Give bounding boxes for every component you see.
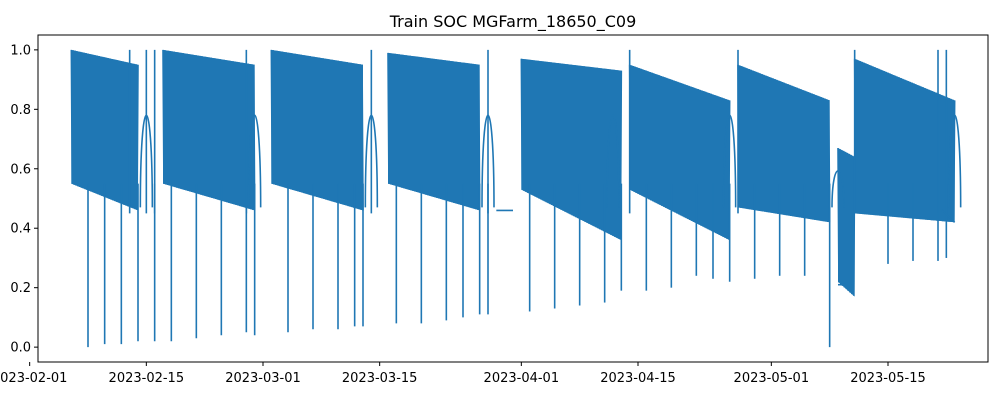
x-tick-label-6: 2023-05-01 [734,371,810,386]
y-tick-label-3: 0.6 [10,162,31,177]
y-axis: 0.0 0.2 0.4 0.6 0.8 1.0 [10,43,38,356]
cycle-band-5 [628,64,731,240]
cycle-fill-0 [71,49,138,211]
y-tick-label-2: 0.4 [10,222,31,237]
rest-bump-5 [722,114,737,208]
cycle-fill-4 [521,58,622,241]
x-tick-label-1: 2023-02-15 [109,371,185,386]
x-axis: 2023-02-01 2023-02-15 2023-03-01 2023-03-15… [0,362,926,386]
y-tick-label-0: 0.0 [10,341,31,356]
axes-frame [37,34,989,363]
y-tick-label-1: 0.2 [10,281,31,296]
cycle-fill-6 [738,64,830,223]
x-tick-label-4: 2023-04-01 [484,371,560,386]
tail-line [941,209,956,223]
rest-bump-3 [481,114,495,208]
x-tick-label-3: 2023-03-15 [342,371,418,386]
rest-bump-6 [831,170,845,208]
rest-bump-7 [947,114,962,208]
cycle-fill-5 [629,64,730,241]
x-tick-label-2: 2023-03-01 [225,371,301,386]
x-tick-label-5: 2023-04-15 [600,371,676,386]
plot-area [70,49,962,348]
cycle-fill-7 [838,147,855,297]
rest-bump-2 [364,114,379,208]
y-tick-label-4: 0.8 [10,103,31,118]
chart-title: Train SOC MGFarm_18650_C09 [389,12,637,32]
cycle-fill-3 [388,52,480,211]
rest-bump-0 [139,114,154,208]
x-tick-label-7: 2023-05-15 [850,371,926,386]
x-tick-label-0: 2023-02-01 [0,371,67,386]
y-tick-label-5: 1.0 [10,43,31,58]
cycle-fill-8 [854,58,955,223]
rest-bump-1 [247,114,262,208]
cycle-fill-2 [271,49,363,211]
cycle-fill-1 [163,49,255,211]
rest-bump-4 [606,114,620,208]
